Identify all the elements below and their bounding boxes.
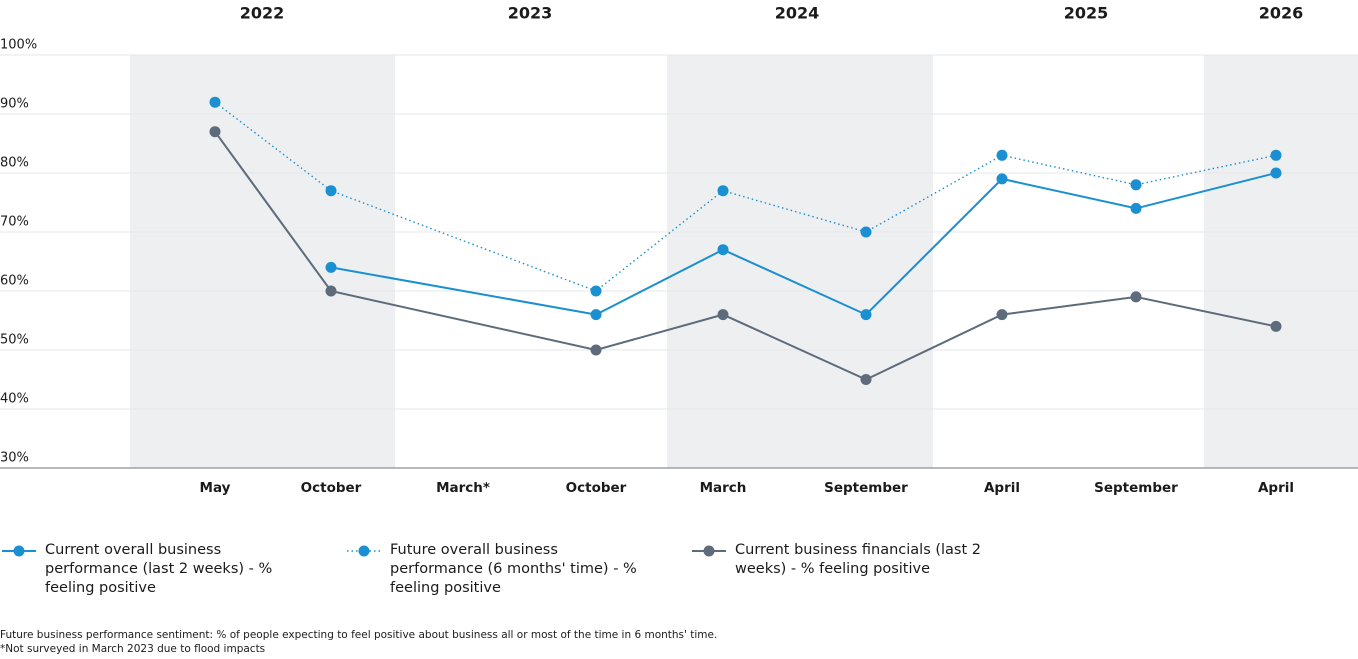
x-tick-label: April <box>1258 480 1294 496</box>
x-tick-label: September <box>1094 480 1178 496</box>
data-point <box>1130 291 1142 303</box>
data-point <box>717 309 729 321</box>
y-tick-label: 30% <box>0 451 29 466</box>
year-label: 2022 <box>240 4 285 23</box>
period-band <box>1204 55 1358 468</box>
data-point <box>1130 202 1142 214</box>
y-tick-label: 50% <box>0 333 29 348</box>
legend-item: Future overall business performance (6 m… <box>345 541 690 598</box>
y-tick-label: 70% <box>0 215 29 230</box>
data-point <box>209 96 221 108</box>
legend: Current overall business performance (la… <box>0 541 990 598</box>
series-line <box>214 131 1277 381</box>
legend-label: Current overall business performance (la… <box>45 542 273 596</box>
x-tick-label: March* <box>436 480 490 496</box>
year-label: 2025 <box>1064 4 1109 23</box>
data-point <box>1130 179 1142 191</box>
y-tick-label: 80% <box>0 156 29 171</box>
legend-label: Future overall business performance (6 m… <box>390 542 637 596</box>
chart: 2022 2023 2024 2025 2026 30% 40% 50% 60% 70% 80% 90… <box>0 4 1358 496</box>
legend-item: Current overall business performance (la… <box>0 541 345 598</box>
data-point <box>860 374 872 385</box>
data-point <box>717 185 729 197</box>
x-tick-label: October <box>301 480 362 496</box>
legend-marker <box>13 545 25 557</box>
data-point <box>860 226 872 238</box>
legend-item: Current business financials (last 2 week… <box>690 541 990 598</box>
footnote: Future business performance sentiment: %… <box>0 629 718 641</box>
period-band <box>130 55 395 468</box>
footnote: *Not surveyed in March 2023 due to flood… <box>0 643 266 655</box>
data-point <box>717 244 729 256</box>
y-tick-label: 90% <box>0 97 29 112</box>
legend-marker <box>358 545 370 557</box>
year-label: 2023 <box>508 4 553 23</box>
year-label: 2026 <box>1259 4 1304 23</box>
x-tick-label: October <box>566 480 627 496</box>
x-tick-label: March <box>700 480 747 496</box>
x-tick-label: September <box>824 480 908 496</box>
x-tick-label: May <box>200 480 231 496</box>
data-point <box>1270 149 1282 161</box>
data-point <box>209 126 221 138</box>
legend-icon <box>692 545 726 557</box>
data-point <box>996 309 1008 321</box>
data-point <box>996 149 1008 161</box>
x-tick-label: April <box>984 480 1020 496</box>
legend-label: Current business financials (last 2 week… <box>735 542 981 577</box>
data-point <box>325 285 337 297</box>
data-point <box>1270 320 1282 332</box>
period-band <box>667 55 933 468</box>
data-point <box>590 344 602 356</box>
legend-icon <box>347 545 381 557</box>
y-tick-label: 100% <box>0 38 37 53</box>
data-point <box>590 285 602 297</box>
legend-marker <box>703 545 715 557</box>
data-point <box>996 173 1008 185</box>
data-point <box>860 309 872 321</box>
year-label: 2024 <box>775 4 820 23</box>
data-point <box>590 309 602 321</box>
y-tick-label: 60% <box>0 274 29 289</box>
data-point <box>1270 167 1282 179</box>
data-point <box>325 185 337 197</box>
data-point <box>325 261 337 273</box>
legend-icon <box>2 545 36 557</box>
y-tick-label: 40% <box>0 392 29 407</box>
notes: Future business performance sentiment: %… <box>0 628 717 656</box>
